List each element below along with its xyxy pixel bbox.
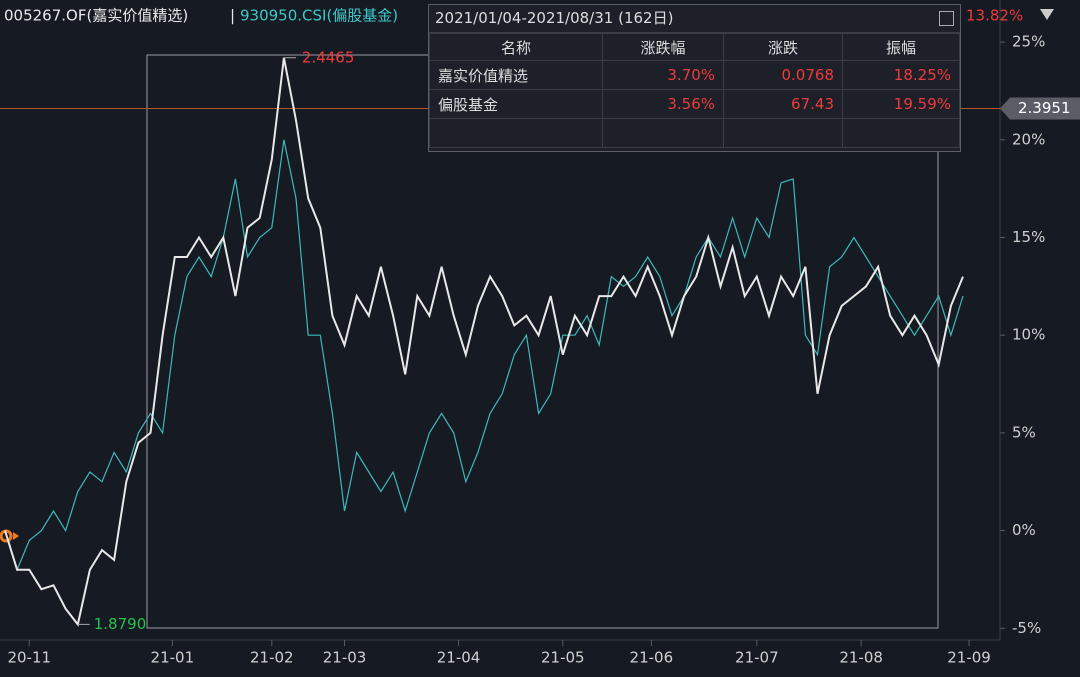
range-popup: 2021/01/04-2021/08/31 (162日) 名称 涨跌幅 涨跌 振…	[428, 4, 961, 152]
popup-title-text: 2021/01/04-2021/08/31 (162日)	[435, 9, 674, 27]
cell: 19.59%	[842, 89, 960, 119]
reference-tag	[1000, 97, 1080, 120]
y-tick-label: 25%	[1012, 33, 1045, 51]
y-tick-label: 5%	[1012, 423, 1036, 441]
cell: 18.25%	[842, 60, 960, 90]
top-right-value: 13.82%	[966, 7, 1023, 25]
empty-cell	[842, 118, 960, 148]
y-tick-label: 20%	[1012, 130, 1045, 148]
empty-cell	[602, 118, 724, 148]
col-header: 涨跌	[723, 33, 843, 61]
close-button[interactable]	[939, 11, 954, 26]
dropdown-arrow[interactable]	[1040, 9, 1054, 20]
start-arrow	[13, 532, 19, 540]
cell: 偏股基金	[429, 89, 603, 119]
x-tick-label: 21-07	[735, 649, 779, 667]
title-separator: |	[230, 7, 235, 25]
fund-title: 005267.OF(嘉实价值精选)	[4, 7, 188, 25]
x-tick-label: 21-03	[323, 649, 367, 667]
popup-title: 2021/01/04-2021/08/31 (162日)	[429, 5, 960, 33]
empty-cell	[429, 118, 603, 148]
series-line	[4, 139, 964, 572]
high-label: 2.4465	[302, 48, 355, 66]
col-header: 涨跌幅	[602, 33, 724, 61]
reference-label: 2.3951	[1018, 99, 1071, 117]
cell: 67.43	[723, 89, 843, 119]
cell: 3.56%	[602, 89, 724, 119]
x-tick-label: 21-01	[151, 649, 195, 667]
index-title: 930950.CSI(偏股基金)	[240, 7, 398, 25]
col-header: 振幅	[842, 33, 960, 61]
x-tick-label: 21-06	[630, 649, 674, 667]
y-tick-label: 15%	[1012, 228, 1045, 246]
y-tick-label: 10%	[1012, 326, 1045, 344]
cell: 3.70%	[602, 60, 724, 90]
x-tick-label: 21-09	[947, 649, 991, 667]
low-label: 1.8790	[94, 615, 147, 633]
x-tick-label: 20-11	[7, 649, 51, 667]
empty-cell	[723, 118, 843, 148]
cell: 嘉实价值精选	[429, 60, 603, 90]
y-tick-label: 0%	[1012, 521, 1036, 539]
series-line	[4, 57, 964, 627]
y-tick-label: -5%	[1012, 619, 1041, 637]
x-tick-label: 21-08	[839, 649, 883, 667]
x-tick-label: 21-04	[437, 649, 481, 667]
x-tick-label: 21-05	[541, 649, 585, 667]
stats-table: 名称 涨跌幅 涨跌 振幅 嘉实价值精选 3.70% 0.0768 18.25% …	[429, 33, 960, 148]
col-header: 名称	[429, 33, 603, 61]
x-tick-label: 21-02	[250, 649, 294, 667]
cell: 0.0768	[723, 60, 843, 90]
